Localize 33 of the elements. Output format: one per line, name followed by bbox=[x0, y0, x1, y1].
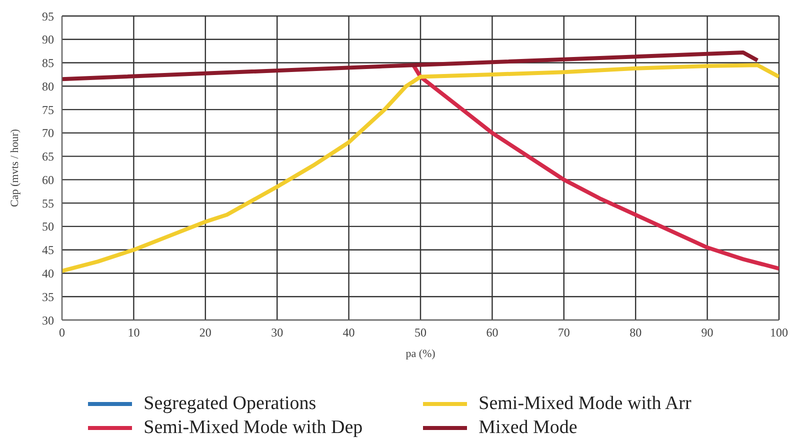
y-tick-label: 40 bbox=[42, 266, 54, 280]
x-tick-label: 30 bbox=[271, 326, 284, 340]
x-tick-label: 40 bbox=[342, 326, 355, 340]
y-tick-label: 85 bbox=[42, 56, 54, 70]
x-tick-label: 50 bbox=[414, 326, 426, 340]
x-tick-label: 0 bbox=[59, 326, 65, 340]
y-tick-label: 55 bbox=[42, 196, 54, 210]
legend-label: Mixed Mode bbox=[478, 417, 578, 439]
x-tick-label: 10 bbox=[128, 326, 140, 340]
y-tick-label: 65 bbox=[42, 150, 54, 164]
y-tick-label: 60 bbox=[42, 172, 54, 187]
x-tick-label: 80 bbox=[630, 326, 642, 340]
legend-label: Semi-Mixed Mode with Arr bbox=[478, 393, 692, 415]
y-tick-label: 70 bbox=[42, 126, 54, 140]
legend-label: Segregated Operations bbox=[144, 393, 316, 415]
x-axis-title: pa (%) bbox=[406, 348, 436, 360]
legend-label: Semi-Mixed Mode with Dep bbox=[144, 417, 363, 439]
y-tick-label: 35 bbox=[42, 290, 54, 304]
line-series bbox=[62, 63, 779, 273]
y-tick-label: 95 bbox=[42, 9, 54, 24]
y-axis-title: Cap (mvts / hour) bbox=[8, 128, 21, 207]
x-tick-label: 20 bbox=[199, 326, 212, 340]
y-tick-label: 30 bbox=[42, 313, 54, 328]
y-tick-label: 75 bbox=[42, 102, 54, 117]
x-tick-label: 70 bbox=[558, 326, 570, 340]
y-tick-label: 80 bbox=[42, 79, 54, 94]
y-tick-label: 50 bbox=[42, 220, 54, 234]
line-series bbox=[62, 50, 760, 82]
x-tick-label: 100 bbox=[770, 326, 788, 340]
x-tick-label: 60 bbox=[486, 326, 498, 340]
y-tick-label: 90 bbox=[42, 32, 54, 47]
x-tick-label: 90 bbox=[701, 326, 714, 340]
y-tick-label: 45 bbox=[42, 243, 54, 258]
